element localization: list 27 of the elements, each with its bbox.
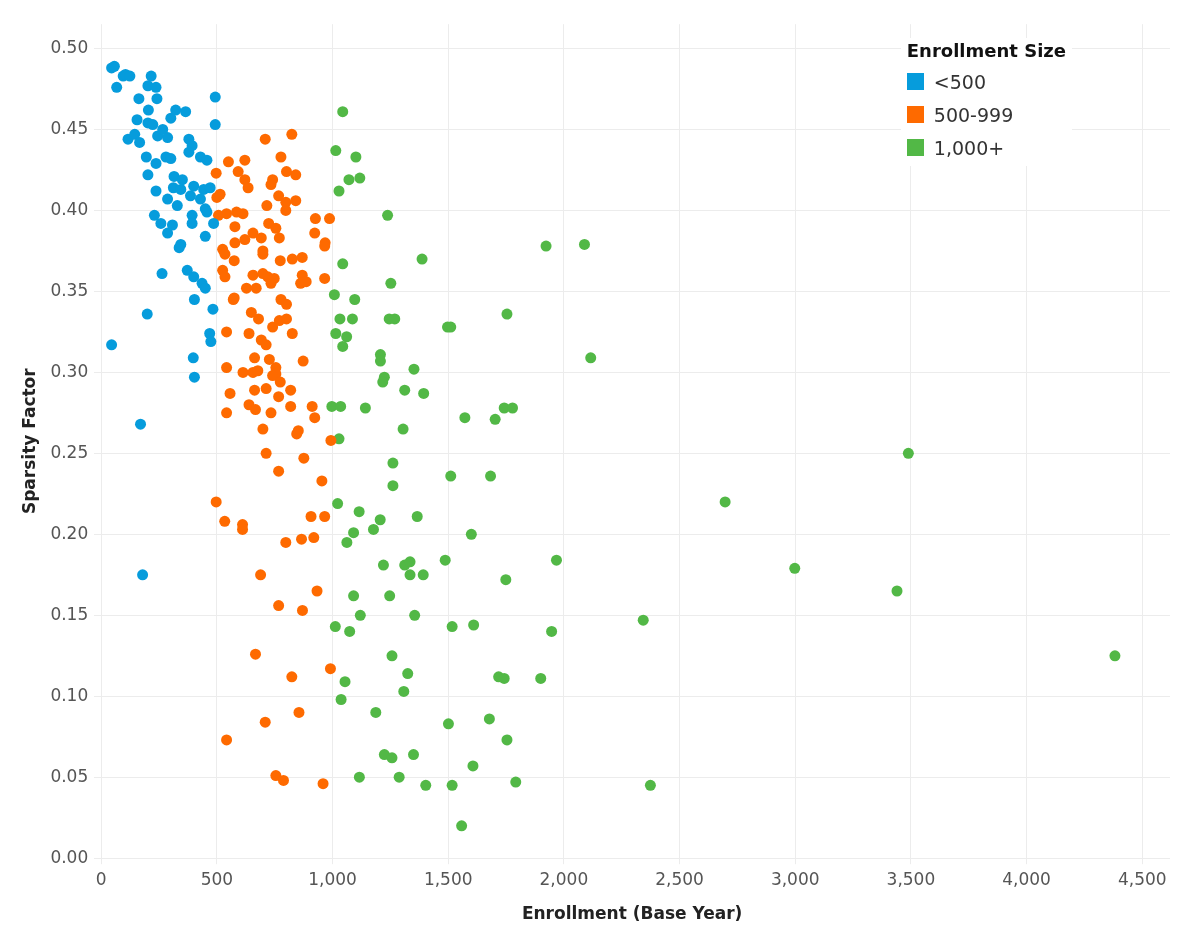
y-tick-label: 0.10 [50,684,89,705]
x-tick-label: 1,000 [308,868,357,889]
x-tick-label: 2,000 [539,868,589,889]
x-tick-label: 2,500 [655,868,704,889]
y-axis-title: Sparsity Factor [18,367,39,515]
legend-label: <500 [933,70,987,93]
x-tick-label: 4,500 [1117,868,1167,889]
y-tick-label: 0.35 [50,279,89,300]
x-axis-title: Enrollment (Base Year) [521,903,743,924]
y-tick-label: 0.25 [50,441,89,462]
y-tick-label: 0.50 [50,36,89,57]
x-tick-label: 1,500 [423,868,473,889]
x-tick-label: 3,500 [886,868,936,889]
y-tick-label: 0.00 [50,846,89,867]
y-tick-label: 0.45 [50,117,89,138]
y-tick-label: 0.40 [50,198,89,219]
y-tick-label: 0.05 [50,765,89,786]
legend-label: 1,000+ [933,136,1005,159]
legend-title: Enrollment Size [906,40,1066,61]
x-tick-label: 500 [200,868,234,889]
y-tick-label: 0.20 [50,522,89,543]
legend-label: 500-999 [933,103,1014,126]
y-tick-label: 0.30 [50,360,89,381]
x-tick-label: 4,000 [1002,868,1051,889]
y-tick-label: 0.15 [50,603,89,624]
x-tick-label: 3,000 [770,868,820,889]
x-tick-label: 0 [95,868,107,889]
